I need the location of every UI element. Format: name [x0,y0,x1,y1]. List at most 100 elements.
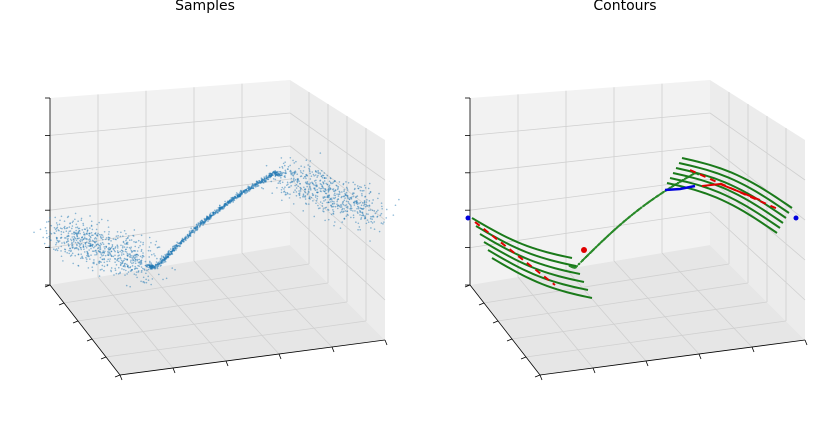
sample-point [134,256,137,259]
sample-point [91,239,94,242]
sample-point [363,201,366,204]
sample-point [78,245,81,247]
sample-point [44,226,47,229]
sample-point [123,259,125,262]
sample-point [148,266,150,269]
sample-point [196,225,199,227]
sample-point [364,205,367,208]
sample-point [142,255,145,258]
axis-line [751,346,755,353]
sample-point [207,220,209,222]
sample-point [76,226,79,228]
sample-point [325,182,328,185]
sample-point [130,239,133,241]
grid-line [661,252,753,348]
sample-point [332,181,335,183]
sample-point [232,201,234,203]
sample-point [91,234,93,237]
sample-point [295,184,298,186]
sample-point [70,254,73,256]
sample-point [89,215,91,217]
sample-point [201,221,203,224]
sample-point [112,248,115,250]
sample-point [282,171,285,174]
sample-point [117,234,119,237]
sample-point [280,174,283,177]
sample-point [105,237,108,239]
contour-line [487,249,589,291]
sample-point [39,228,42,231]
sample-point [322,196,325,198]
contour-point [637,208,640,211]
sample-point [74,241,77,244]
sample-point [55,248,58,250]
sample-point [126,265,129,268]
sample-point [124,274,126,276]
sample-point [369,209,372,211]
sample-point [58,240,61,242]
contour-line [681,157,793,209]
sample-point [173,246,176,249]
sample-point [299,186,302,189]
sample-point [284,191,287,194]
sample-point [79,240,82,243]
sample-point [279,172,282,174]
sample-point [71,244,73,247]
sample-point [350,205,352,208]
sample-point [188,231,191,234]
sample-point [296,180,298,183]
sample-point [247,189,250,192]
sample-point [58,223,61,226]
sample-point [146,269,148,272]
sample-point [49,231,51,234]
sample-point [149,250,152,252]
sample-point [80,248,83,251]
sample-point [280,191,283,194]
sample-point [48,238,51,240]
axis-line [698,353,702,360]
sample-point [357,212,359,214]
contour-point [615,226,618,229]
contour-point [585,255,588,258]
sample-point [344,210,347,212]
sample-point [237,193,240,196]
sample-point [240,193,243,196]
contour-line [669,177,781,229]
sample-point [316,185,318,188]
sample-point [385,208,388,211]
sample-point [338,193,341,195]
sample-point [146,264,149,267]
sample-point [260,181,262,183]
sample-point [203,221,205,224]
sample-point [385,217,388,219]
sample-point [57,247,60,249]
sample-point [82,244,85,246]
sample-point [94,245,96,248]
sample-point [79,244,82,246]
sample-point [260,177,263,179]
grid-line [105,320,367,358]
sample-point [184,236,186,239]
sample-point [87,245,90,247]
sample-point [239,193,241,196]
sample-point [286,184,288,187]
contour-point [661,191,664,194]
sample-point [63,226,65,229]
sample-point [332,209,334,211]
sample-point [368,209,370,212]
sample-point [263,178,266,181]
sample-point [75,223,78,226]
sample-point [139,244,141,247]
sample-point [75,226,77,229]
grid-line [709,112,806,181]
sample-point [320,190,322,193]
sample-point [73,233,76,236]
sample-point [77,248,80,251]
sample-point [93,237,96,240]
sample-point [157,264,160,267]
contour-point [629,215,632,218]
sample-point [304,189,306,191]
sample-point [347,200,350,203]
sample-point [356,203,359,205]
sample-point [56,224,59,226]
